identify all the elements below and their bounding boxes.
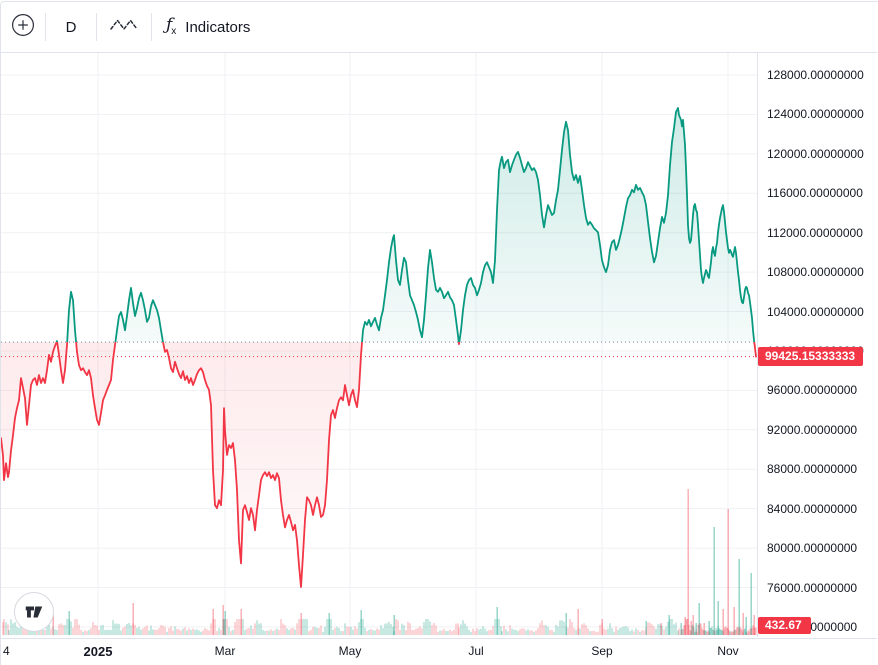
price-tick-label: 124000.00000000 [767,107,864,122]
price-tick-label: 108000.00000000 [767,265,864,280]
timeframe-button[interactable]: D [46,8,96,46]
toolbar-separator [96,13,97,41]
price-tick-label: 120000.00000000 [767,146,864,161]
compare-add-button[interactable] [1,8,45,46]
time-tick-label: Mar [214,644,236,658]
price-tick-label: 104000.00000000 [767,304,864,319]
toolbar-separator [151,13,152,41]
price-axis[interactable]: 99425.15333333 432.67 128000.00000000 124… [757,52,878,637]
time-tick-label: Sep [591,644,613,658]
price-tick-label: 80000.00000000 [767,541,858,556]
indicators-label: Indicators [185,18,251,36]
tradingview-logo[interactable] [14,592,54,632]
chart-toolbar: D ƒx Indicators [1,2,877,53]
time-axis[interactable]: 4 2025 Mar May Jul Sep Nov [1,638,877,665]
price-tick-label: 76000.00000000 [767,580,858,595]
time-tick-label: 4 [3,644,10,658]
price-tick-label: 128000.00000000 [767,68,864,82]
price-chart [1,52,757,637]
price-tick-label: 116000.00000000 [767,186,863,201]
toolbar-separator [45,13,46,41]
plus-circle-icon [10,12,36,43]
time-tick-label: Jul [468,644,484,658]
indicators-button[interactable]: ƒx Indicators [152,8,264,46]
time-tick-label: May [338,644,362,658]
chart-canvas[interactable] [1,52,757,637]
current-volume-tag: 432.67 [758,617,811,634]
current-price-tag: 99425.15333333 [758,347,864,367]
price-tick-label: 92000.00000000 [767,422,858,437]
price-tick-label: 88000.00000000 [767,462,858,477]
time-tick-label: Nov [717,644,739,658]
baseline-chart-type-icon [110,17,138,38]
price-tick-label: 96000.00000000 [767,383,858,398]
price-tick-label: 112000.00000000 [767,225,863,240]
fx-icon: ƒx [166,15,177,37]
chart-type-button[interactable] [97,8,151,46]
price-tick-label: 84000.00000000 [767,501,858,516]
timeframe-label: D [65,18,77,36]
time-tick-label: 2025 [83,644,113,659]
